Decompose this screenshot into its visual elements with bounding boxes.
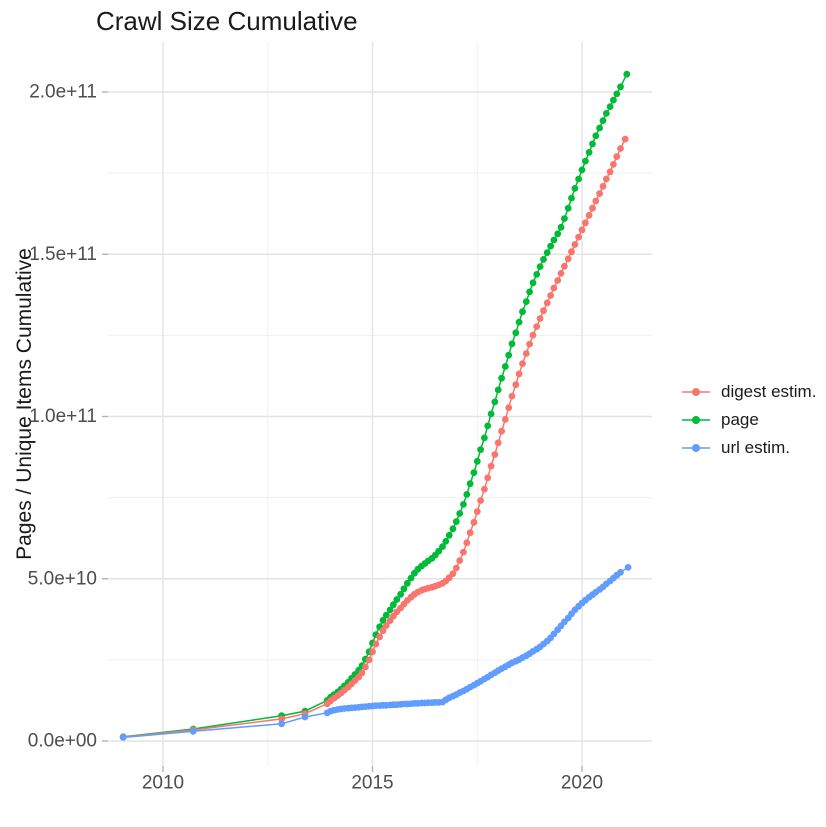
legend: digest estim. page url estim. [681,378,816,462]
y-tick-label: 2.0e+11 [29,82,97,103]
gridlines-minor [108,42,652,766]
series-page [119,70,631,741]
x-axis-tick-labels: 2010 2015 2020 [142,773,603,794]
y-tick-label: 1.5e+11 [29,244,97,265]
legend-item-url-estim: url estim. [681,434,816,462]
gridlines-major [108,42,652,766]
legend-item-digest-estim: digest estim. [681,378,816,406]
legend-key-digest-estim-icon [682,388,710,396]
series-url-estim [119,564,632,741]
axis-ticks [102,91,583,772]
x-tick-label: 2010 [142,773,184,794]
legend-item-page: page [681,406,816,434]
y-tick-label: 1.0e+11 [29,406,97,427]
legend-label-digest-estim: digest estim. [721,382,817,401]
legend-key-url-estim-icon [682,444,710,452]
series-page-points [119,70,631,741]
series-digest-estim [119,135,629,741]
legend-label-page: page [721,410,759,429]
series-url-estim-points [119,564,632,741]
y-tick-label: 5.0e+10 [28,568,97,589]
plot-title: Crawl Size Cumulative [96,6,358,36]
legend-key-page-icon [682,416,710,424]
series-digest-estim-line [123,138,626,738]
x-tick-label: 2015 [351,773,393,794]
legend-label-url-estim: url estim. [721,438,790,457]
y-axis-tick-labels: 0.0e+00 5.0e+10 1.0e+11 1.5e+11 2.0e+11 [28,82,97,752]
x-tick-label: 2020 [561,773,603,794]
series-digest-estim-points [119,135,629,741]
y-tick-label: 0.0e+00 [28,731,97,752]
